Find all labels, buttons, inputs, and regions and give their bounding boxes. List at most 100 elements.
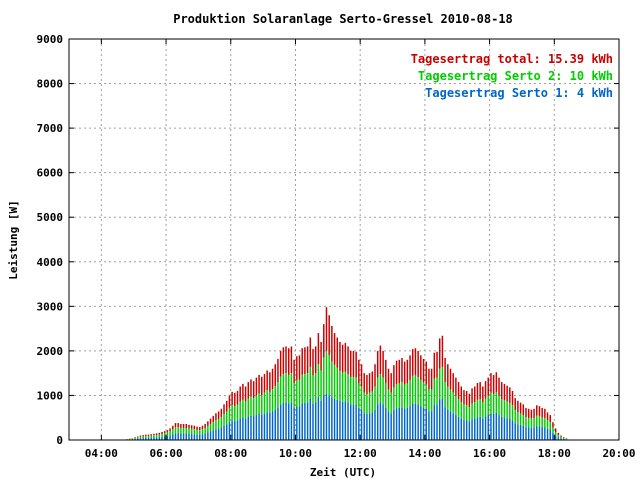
bar-total bbox=[547, 412, 548, 420]
bar-serto1 bbox=[231, 421, 232, 440]
x-tick-label: 10:00 bbox=[279, 447, 312, 460]
bar-serto2 bbox=[415, 375, 416, 403]
bar-total bbox=[417, 351, 418, 377]
bar-serto2 bbox=[326, 351, 327, 394]
bar-serto2 bbox=[452, 393, 453, 413]
bar-serto2 bbox=[169, 431, 170, 435]
bar-total bbox=[541, 408, 542, 418]
bar-serto2 bbox=[444, 382, 445, 407]
bar-total bbox=[148, 435, 149, 436]
bar-total bbox=[512, 391, 513, 405]
bar-total bbox=[396, 361, 397, 385]
bar-serto1 bbox=[366, 414, 367, 440]
bar-serto2 bbox=[482, 402, 483, 418]
bar-serto1 bbox=[509, 419, 510, 440]
bar-serto2 bbox=[382, 378, 383, 405]
bar-total bbox=[285, 346, 286, 373]
bar-total bbox=[436, 352, 437, 378]
bar-serto1 bbox=[272, 411, 273, 440]
bar-total bbox=[514, 398, 515, 410]
bar-total bbox=[210, 419, 211, 424]
bar-serto1 bbox=[204, 434, 205, 440]
bar-total bbox=[485, 381, 486, 398]
bar-total bbox=[479, 382, 480, 399]
bar-serto1 bbox=[353, 404, 354, 440]
legend: Tagesertrag total: 15.39 kWhTagesertrag … bbox=[411, 52, 613, 100]
bar-total bbox=[167, 430, 168, 432]
bar-serto1 bbox=[183, 434, 184, 440]
bar-serto2 bbox=[388, 390, 389, 412]
bar-serto2 bbox=[498, 396, 499, 415]
bar-serto2 bbox=[134, 438, 135, 439]
bar-total bbox=[320, 342, 321, 371]
bar-serto2 bbox=[296, 380, 297, 406]
bar-total bbox=[347, 346, 348, 374]
bar-serto2 bbox=[275, 386, 276, 410]
bar-serto2 bbox=[312, 375, 313, 403]
bar-serto1 bbox=[293, 408, 294, 440]
bar-total bbox=[380, 346, 381, 375]
bar-total bbox=[242, 384, 243, 400]
bar-serto1 bbox=[531, 428, 532, 440]
bar-serto1 bbox=[487, 415, 488, 440]
bar-serto1 bbox=[363, 413, 364, 440]
bar-total bbox=[415, 348, 416, 375]
bar-total bbox=[536, 405, 537, 415]
bar-serto2 bbox=[221, 417, 222, 427]
bar-serto1 bbox=[245, 419, 246, 440]
bar-serto2 bbox=[256, 395, 257, 415]
bar-serto2 bbox=[525, 417, 526, 427]
bar-serto1 bbox=[221, 428, 222, 440]
bar-serto1 bbox=[266, 412, 267, 440]
bar-serto1 bbox=[320, 401, 321, 440]
bar-serto1 bbox=[250, 416, 251, 440]
bar-serto2 bbox=[461, 402, 462, 418]
bar-serto1 bbox=[390, 413, 391, 440]
bar-serto2 bbox=[447, 387, 448, 410]
bar-serto2 bbox=[148, 436, 149, 438]
bar-serto2 bbox=[132, 439, 133, 440]
bar-serto1 bbox=[436, 405, 437, 440]
bar-total bbox=[161, 432, 162, 434]
bar-total bbox=[450, 369, 451, 390]
bar-total bbox=[275, 364, 276, 386]
bar-total bbox=[455, 378, 456, 396]
bar-serto2 bbox=[399, 383, 400, 408]
bar-serto1 bbox=[463, 420, 464, 440]
bar-total bbox=[350, 351, 351, 377]
bar-serto1 bbox=[498, 415, 499, 440]
bar-serto1 bbox=[237, 420, 238, 440]
bar-serto1 bbox=[471, 419, 472, 440]
bar-serto2 bbox=[531, 419, 532, 428]
bar-serto1 bbox=[452, 413, 453, 440]
bar-total bbox=[388, 369, 389, 390]
bar-total bbox=[439, 338, 440, 368]
bar-serto1 bbox=[458, 417, 459, 440]
bar-serto2 bbox=[199, 430, 200, 435]
bar-total bbox=[218, 411, 219, 419]
bar-total bbox=[493, 375, 494, 394]
bar-total bbox=[477, 383, 478, 400]
bar-serto2 bbox=[285, 373, 286, 402]
bar-serto2 bbox=[347, 374, 348, 403]
y-tick-label: 3000 bbox=[37, 300, 64, 313]
y-tick-label: 8000 bbox=[37, 78, 64, 91]
bar-serto2 bbox=[342, 373, 343, 402]
bar-total bbox=[248, 382, 249, 398]
x-tick-label: 08:00 bbox=[214, 447, 247, 460]
bar-total bbox=[399, 360, 400, 384]
bar-serto2 bbox=[496, 392, 497, 413]
bar-serto2 bbox=[191, 429, 192, 434]
bar-serto2 bbox=[436, 378, 437, 405]
bar-serto2 bbox=[560, 437, 561, 438]
bar-serto1 bbox=[528, 428, 529, 440]
bar-total bbox=[490, 373, 491, 393]
bar-total bbox=[482, 387, 483, 403]
bar-total bbox=[404, 362, 405, 385]
bar-serto1 bbox=[180, 434, 181, 440]
bar-serto2 bbox=[218, 419, 219, 429]
bar-serto2 bbox=[409, 380, 410, 406]
bar-total bbox=[337, 338, 338, 368]
